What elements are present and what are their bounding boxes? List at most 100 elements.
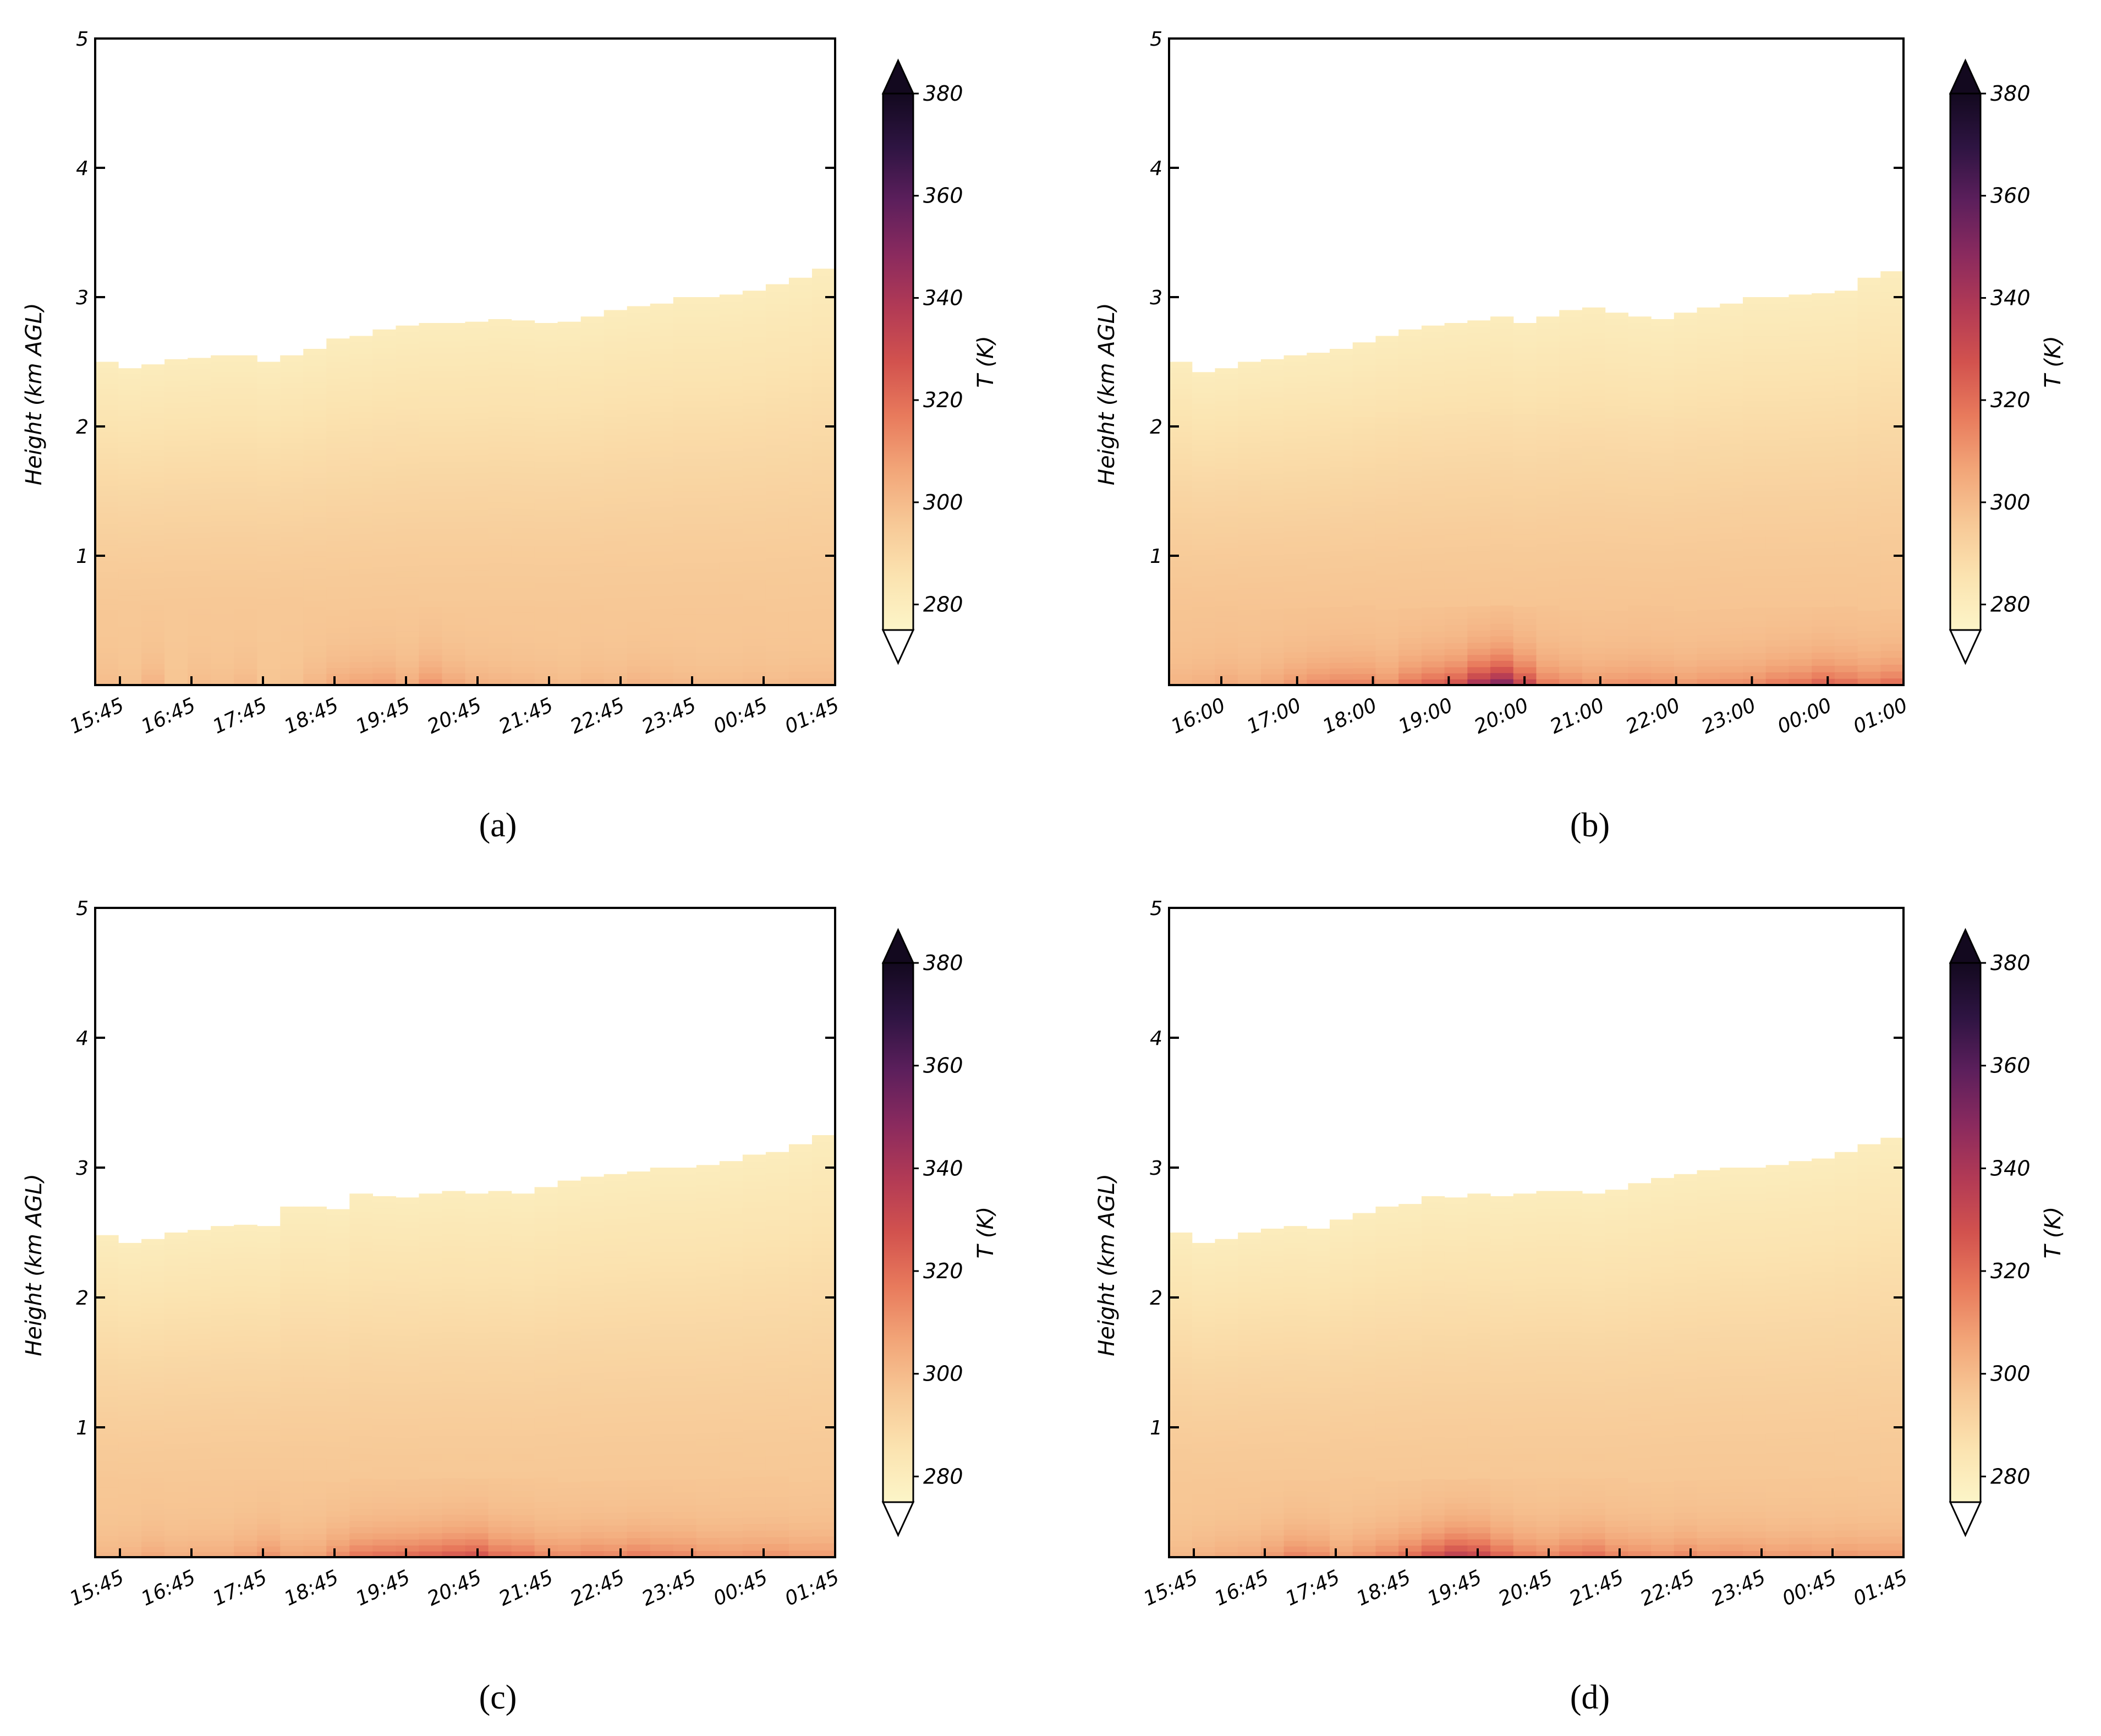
- heatmap-cell: [719, 607, 743, 614]
- heatmap-cell: [580, 666, 605, 673]
- heatmap-cell: [141, 492, 165, 499]
- heatmap-cell: [1238, 507, 1261, 513]
- heatmap-cell: [164, 614, 188, 621]
- heatmap-cell: [765, 297, 789, 305]
- heatmap-cell: [488, 441, 512, 448]
- heatmap-cell: [141, 1318, 165, 1324]
- heatmap-cell: [488, 526, 512, 533]
- heatmap-cell: [211, 1524, 234, 1530]
- heatmap-cell: [1880, 457, 1904, 465]
- heatmap-cell: [1789, 457, 1812, 464]
- heatmap-cell: [372, 549, 397, 555]
- heatmap-cell: [1260, 652, 1285, 659]
- heatmap-cell: [488, 1459, 512, 1466]
- heatmap-cell: [534, 643, 558, 649]
- heatmap-cell: [257, 442, 281, 448]
- heatmap-cell: [95, 377, 119, 384]
- heatmap-cell: [1421, 637, 1445, 644]
- heatmap-cell: [488, 678, 512, 686]
- heatmap-cell: [580, 629, 605, 637]
- heatmap-cell: [1307, 668, 1330, 675]
- heatmap-cell: [1834, 645, 1858, 653]
- heatmap-cell: [1375, 551, 1399, 557]
- heatmap-cell: [1215, 516, 1238, 522]
- heatmap-cell: [211, 382, 234, 389]
- heatmap-cell: [372, 1274, 397, 1281]
- heatmap-cell: [95, 1444, 119, 1450]
- heatmap-cell: [1559, 635, 1583, 642]
- heatmap-cell: [580, 371, 605, 379]
- heatmap-cell: [788, 311, 813, 319]
- heatmap-cell: [211, 1314, 234, 1321]
- heatmap-cell: [257, 1292, 281, 1299]
- colorbar-tick-label: 300: [923, 490, 963, 514]
- heatmap-cell: [349, 568, 373, 575]
- heatmap-cell: [1169, 556, 1193, 562]
- heatmap-cell: [511, 418, 535, 424]
- heatmap-cell: [1880, 388, 1904, 396]
- heatmap-cell: [1582, 521, 1606, 528]
- heatmap-cell: [511, 399, 535, 406]
- heatmap-cell: [788, 495, 813, 502]
- heatmap-cell: [95, 1455, 119, 1461]
- heatmap-cell: [1812, 378, 1835, 385]
- heatmap-cell: [673, 575, 697, 582]
- heatmap-cell: [1536, 636, 1560, 643]
- heatmap-cell: [811, 373, 836, 380]
- heatmap-cell: [1260, 489, 1285, 496]
- heatmap-cell: [1857, 508, 1881, 516]
- heatmap-cell: [1169, 512, 1193, 519]
- heatmap-cell: [811, 414, 836, 422]
- heatmap-cell: [419, 1472, 443, 1479]
- heatmap-cell: [1307, 596, 1330, 603]
- heatmap-cell: [118, 558, 142, 564]
- heatmap-cell: [1536, 470, 1560, 477]
- heatmap-cell: [488, 380, 512, 387]
- y-tick-label: 1: [76, 545, 89, 568]
- heatmap-cell: [811, 296, 836, 304]
- heatmap-cell: [1330, 404, 1353, 411]
- heatmap-cell: [1880, 347, 1904, 354]
- heatmap-cell: [211, 1242, 234, 1248]
- heatmap-cell: [742, 547, 766, 554]
- heatmap-cell: [280, 437, 304, 444]
- heatmap-cell: [1582, 477, 1606, 484]
- heatmap-cell: [164, 408, 188, 414]
- heatmap-cell: [1513, 522, 1537, 529]
- heatmap-cell: [488, 1514, 512, 1521]
- heatmap-cell: [1169, 566, 1193, 572]
- heatmap-cell: [257, 588, 281, 594]
- heatmap-cell: [1352, 576, 1376, 583]
- heatmap-cell: [1857, 664, 1881, 672]
- heatmap-cell: [1742, 672, 1767, 679]
- heatmap-cell: [1467, 418, 1491, 424]
- heatmap-cell: [465, 533, 489, 540]
- heatmap-cell: [257, 1319, 281, 1326]
- heatmap-cell: [1857, 515, 1881, 523]
- heatmap-cell: [164, 1503, 188, 1509]
- heatmap-cell: [650, 494, 674, 501]
- heatmap-cell: [1421, 337, 1445, 344]
- heatmap-cell: [673, 413, 697, 420]
- heatmap-cell: [1857, 617, 1881, 625]
- heatmap-cell: [1375, 394, 1399, 401]
- heatmap-cell: [1490, 421, 1514, 428]
- heatmap-cell: [1513, 606, 1537, 613]
- heatmap-cell: [1697, 484, 1720, 491]
- heatmap-cell: [465, 1514, 489, 1521]
- heatmap-cell: [188, 505, 211, 511]
- heatmap-cell: [1880, 623, 1904, 631]
- heatmap-cell: [1490, 636, 1514, 643]
- heatmap-cell: [1307, 563, 1330, 569]
- heatmap-cell: [673, 614, 697, 621]
- heatmap-cell: [1352, 462, 1376, 469]
- heatmap-cell: [211, 487, 234, 494]
- heatmap-cell: [1215, 511, 1238, 517]
- heatmap-cell: [141, 642, 165, 648]
- heatmap-cell: [1674, 319, 1698, 326]
- heatmap-cell: [188, 1415, 211, 1421]
- heatmap-cell: [95, 545, 119, 551]
- heatmap-cell: [534, 359, 558, 366]
- heatmap-cell: [1857, 379, 1881, 387]
- heatmap-cell: [1330, 645, 1353, 652]
